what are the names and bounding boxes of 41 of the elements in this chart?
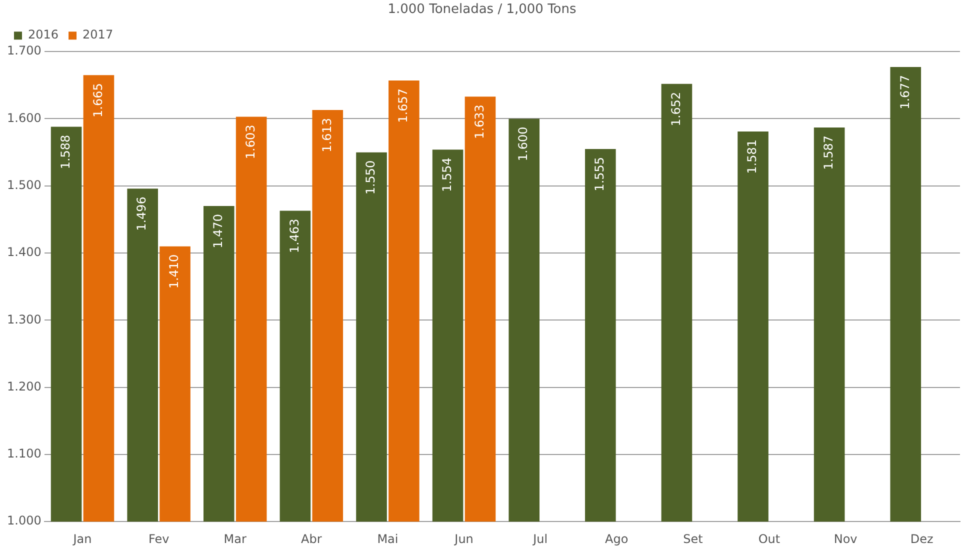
x-tick-label: Mai [377, 532, 398, 546]
data-label: 1.600 [516, 126, 530, 162]
x-tick-label: Out [758, 532, 780, 546]
legend-label: 2017 [82, 28, 114, 42]
data-label: 1.410 [167, 254, 182, 289]
x-tick-label: Jul [532, 532, 548, 546]
x-tick-label: Jun [454, 532, 474, 546]
x-tick-label: Nov [834, 532, 858, 546]
y-tick-label: 1.100 [6, 446, 42, 461]
x-tick-label: Dez [910, 532, 934, 546]
chart-title: 1.000 Toneladas / 1,000 Tons [388, 2, 576, 18]
x-tick-label: Fev [148, 532, 170, 546]
data-label: 1.554 [440, 158, 454, 192]
y-tick-label: 1.200 [6, 379, 42, 394]
y-tick-label: 1.000 [6, 514, 42, 528]
data-label: 1.587 [821, 135, 836, 170]
data-label: 1.496 [134, 196, 149, 231]
data-label: 1.652 [668, 92, 683, 126]
data-label: 1.470 [211, 214, 226, 248]
y-tick-label: 1.600 [6, 110, 42, 125]
y-tick-label: 1.700 [6, 44, 42, 58]
y-tick-label: 1.400 [6, 245, 42, 260]
data-label: 1.581 [745, 140, 760, 174]
x-tick-label: Jan [72, 532, 92, 546]
data-label: 1.613 [320, 118, 334, 152]
data-label: 1.657 [396, 88, 410, 123]
data-label: 1.463 [287, 218, 302, 254]
y-tick-label: 1.500 [6, 178, 42, 192]
data-label: 1.603 [243, 124, 258, 160]
x-tick-label: Set [683, 532, 704, 546]
legend-label: 2016 [28, 28, 59, 42]
data-label: 1.555 [592, 156, 607, 192]
x-tick-label: Mar [224, 532, 246, 546]
data-label: 1.588 [58, 134, 72, 170]
data-label: 1.633 [472, 104, 486, 139]
x-tick-label: Ago [605, 532, 628, 546]
y-tick-label: 1.300 [6, 312, 42, 326]
data-label: 1.677 [898, 75, 912, 110]
data-label: 1.550 [364, 160, 378, 195]
data-label: 1.665 [90, 83, 105, 118]
x-tick-label: Abr [301, 532, 322, 546]
